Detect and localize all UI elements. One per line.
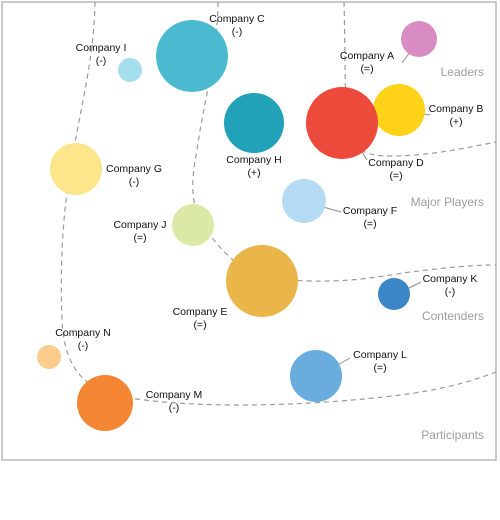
- label-company-f: Company F: [343, 205, 397, 217]
- label-company-g: Company G: [106, 163, 162, 175]
- bubble-company-l[interactable]: [290, 350, 342, 402]
- label-company-b: Company B: [429, 103, 484, 115]
- label-company-h: Company H: [226, 154, 281, 166]
- zone-labels: Leaders Major Players Contenders Participan…: [411, 65, 484, 442]
- label-company-c: Company C: [209, 13, 265, 25]
- boundary-major-players: [343, 1, 497, 157]
- plot-frame: [1, 1, 497, 461]
- trend-company-b: (+): [449, 116, 462, 128]
- zone-label-major-players: Major Players: [411, 195, 484, 209]
- label-company-l: Company L: [353, 349, 407, 361]
- label-company-i: Company I: [76, 42, 127, 54]
- trend-company-d: (=): [389, 170, 402, 182]
- trend-company-f: (=): [363, 218, 376, 230]
- label-company-e: Company E: [173, 306, 228, 318]
- label-company-j: Company J: [113, 219, 166, 231]
- boundary-participants-outer: [60, 1, 497, 406]
- label-company-d: Company D: [368, 157, 424, 169]
- zone-label-leaders: Leaders: [441, 65, 484, 79]
- bubble-company-c[interactable]: [156, 20, 228, 92]
- bubble-company-d[interactable]: [306, 87, 378, 159]
- bubble-company-i[interactable]: [118, 58, 142, 82]
- trend-company-a: (=): [360, 63, 373, 75]
- trend-company-n: (-): [78, 340, 89, 352]
- trend-company-e: (=): [193, 319, 206, 331]
- bubble-company-m[interactable]: [77, 375, 133, 431]
- bubble-company-f[interactable]: [282, 179, 326, 223]
- trend-company-l: (=): [373, 362, 386, 374]
- bubbles: [37, 20, 437, 431]
- bubble-company-b[interactable]: [373, 84, 425, 136]
- label-company-m: Company M: [146, 389, 203, 401]
- bubble-company-k[interactable]: [378, 278, 410, 310]
- zone-label-contenders: Contenders: [422, 309, 484, 323]
- trend-company-c: (-): [232, 26, 243, 38]
- company-labels: Company A(=)Company B(+)Company C(-)Comp…: [55, 13, 483, 414]
- bubble-company-e[interactable]: [226, 245, 298, 317]
- trend-company-h: (+): [247, 167, 260, 179]
- trend-company-k: (-): [445, 286, 456, 298]
- trend-company-i: (-): [96, 55, 107, 67]
- bubble-company-n[interactable]: [37, 345, 61, 369]
- label-company-a: Company A: [340, 50, 394, 62]
- bubble-company-a[interactable]: [401, 21, 437, 57]
- trend-company-g: (-): [129, 176, 140, 188]
- trend-company-m: (-): [169, 402, 180, 414]
- zone-boundaries: [60, 1, 497, 406]
- bubble-company-g[interactable]: [50, 143, 102, 195]
- label-company-k: Company K: [423, 273, 478, 285]
- trend-company-j: (=): [133, 232, 146, 244]
- bubble-company-h[interactable]: [224, 93, 284, 153]
- zone-label-participants: Participants: [421, 428, 484, 442]
- label-company-n: Company N: [55, 327, 110, 339]
- bubble-company-j[interactable]: [172, 204, 214, 246]
